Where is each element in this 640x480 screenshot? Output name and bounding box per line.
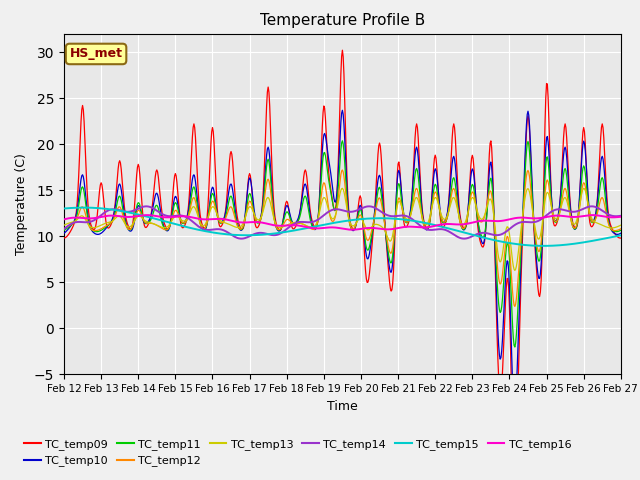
TC_temp11 <box>617 228 625 233</box>
TC_temp09 <box>334 174 342 180</box>
TC_temp14 <box>207 227 215 233</box>
TC_temp12 <box>334 199 342 204</box>
TC_temp15 <box>335 219 342 225</box>
TC_temp09 <box>389 281 397 287</box>
TC_temp12 <box>511 303 518 309</box>
TC_temp15 <box>568 241 575 247</box>
Line: TC_temp11: TC_temp11 <box>64 141 621 347</box>
TC_temp15 <box>207 229 215 235</box>
TC_temp16 <box>207 216 215 222</box>
TC_temp11 <box>444 214 451 219</box>
TC_temp10 <box>60 230 68 236</box>
Title: Temperature Profile B: Temperature Profile B <box>260 13 425 28</box>
TC_temp12 <box>568 219 575 225</box>
TC_temp15 <box>60 205 68 211</box>
TC_temp13 <box>444 212 451 218</box>
TC_temp13 <box>511 267 518 273</box>
TC_temp12 <box>617 226 625 232</box>
TC_temp15 <box>540 243 547 249</box>
TC_temp09 <box>511 468 518 473</box>
TC_temp09 <box>617 235 625 241</box>
TC_temp14 <box>183 215 191 220</box>
TC_temp12 <box>60 226 68 232</box>
X-axis label: Time: Time <box>327 400 358 413</box>
Text: HS_met: HS_met <box>70 48 123 60</box>
Line: TC_temp16: TC_temp16 <box>64 215 621 230</box>
TC_temp12 <box>182 218 190 224</box>
TC_temp10 <box>511 407 518 413</box>
TC_temp11 <box>334 192 342 197</box>
TC_temp15 <box>183 224 191 230</box>
TC_temp10 <box>568 215 575 220</box>
TC_temp09 <box>444 210 451 216</box>
TC_temp13 <box>182 217 190 223</box>
TC_temp11 <box>511 344 518 350</box>
TC_temp15 <box>80 204 88 210</box>
TC_temp14 <box>335 207 343 213</box>
TC_temp14 <box>445 228 452 234</box>
TC_temp14 <box>617 213 625 219</box>
TC_temp12 <box>339 167 346 173</box>
TC_temp09 <box>339 48 346 53</box>
TC_temp09 <box>60 235 68 241</box>
TC_temp09 <box>206 156 214 162</box>
TC_temp12 <box>206 205 214 211</box>
TC_temp15 <box>389 216 397 221</box>
TC_temp13 <box>617 222 625 228</box>
TC_temp15 <box>617 232 625 238</box>
Y-axis label: Temperature (C): Temperature (C) <box>15 153 28 255</box>
Line: TC_temp09: TC_temp09 <box>64 50 621 470</box>
TC_temp11 <box>389 253 397 259</box>
Line: TC_temp10: TC_temp10 <box>64 110 621 410</box>
TC_temp11 <box>60 228 68 233</box>
TC_temp16 <box>390 226 397 232</box>
TC_temp16 <box>335 225 342 231</box>
TC_temp13 <box>339 185 346 191</box>
TC_temp11 <box>182 218 190 224</box>
Line: TC_temp13: TC_temp13 <box>64 188 621 270</box>
TC_temp10 <box>389 260 397 266</box>
TC_temp09 <box>568 212 575 217</box>
TC_temp14 <box>237 236 245 241</box>
TC_temp11 <box>339 138 346 144</box>
TC_temp14 <box>568 209 575 215</box>
TC_temp10 <box>206 197 214 203</box>
TC_temp10 <box>444 209 451 215</box>
TC_temp14 <box>390 213 397 219</box>
Legend: TC_temp09, TC_temp10, TC_temp11, TC_temp12, TC_temp13, TC_temp14, TC_temp15, TC_: TC_temp09, TC_temp10, TC_temp11, TC_temp… <box>20 434 576 471</box>
TC_temp16 <box>568 214 575 220</box>
TC_temp14 <box>60 226 68 232</box>
TC_temp15 <box>444 225 451 231</box>
TC_temp16 <box>349 227 356 233</box>
TC_temp13 <box>60 222 68 228</box>
TC_temp13 <box>389 232 397 238</box>
TC_temp13 <box>206 208 214 214</box>
TC_temp11 <box>568 218 575 224</box>
Line: TC_temp15: TC_temp15 <box>64 207 621 246</box>
TC_temp16 <box>617 214 625 220</box>
TC_temp16 <box>60 216 68 222</box>
TC_temp13 <box>568 217 575 223</box>
TC_temp10 <box>334 179 342 185</box>
TC_temp10 <box>182 216 190 222</box>
Line: TC_temp14: TC_temp14 <box>64 206 621 239</box>
TC_temp13 <box>334 203 342 208</box>
Line: TC_temp12: TC_temp12 <box>64 170 621 306</box>
TC_temp11 <box>206 201 214 206</box>
TC_temp16 <box>183 214 191 219</box>
TC_temp09 <box>182 218 190 224</box>
TC_temp14 <box>142 204 150 209</box>
TC_temp10 <box>339 108 346 113</box>
TC_temp12 <box>389 244 397 250</box>
TC_temp10 <box>617 230 625 236</box>
TC_temp16 <box>143 212 151 218</box>
TC_temp16 <box>445 221 452 227</box>
TC_temp12 <box>444 213 451 219</box>
